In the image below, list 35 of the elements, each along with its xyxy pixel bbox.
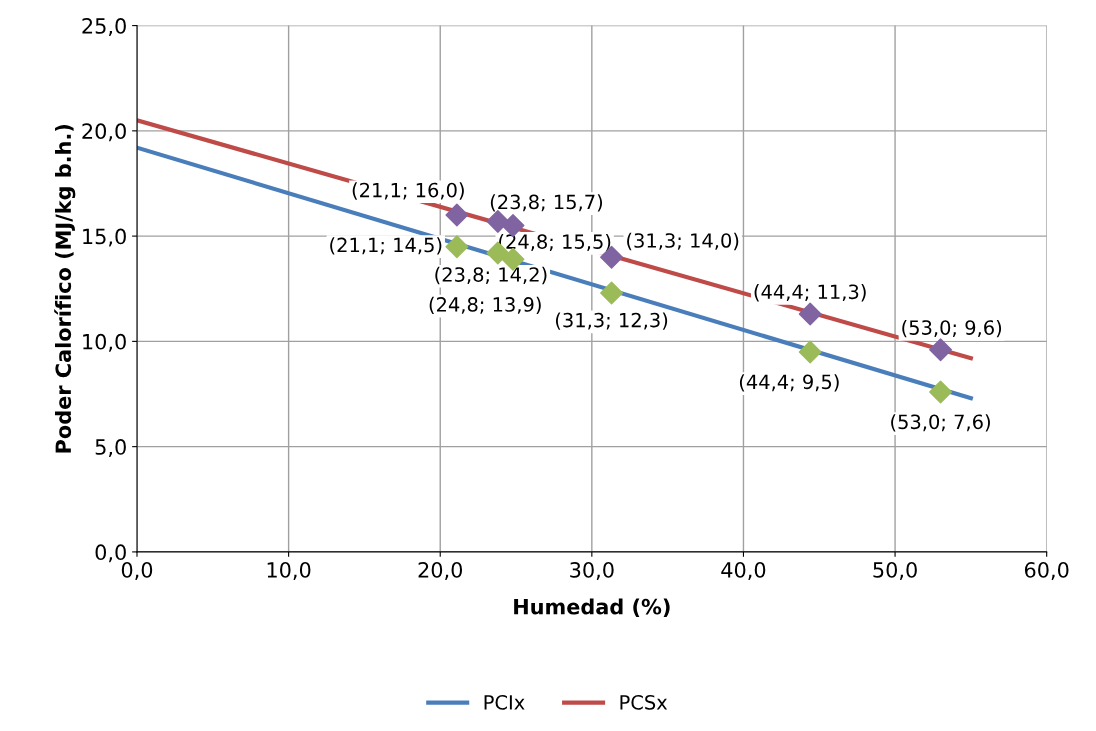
y-tick-label: 15,0 — [83, 228, 126, 247]
point — [929, 338, 953, 362]
point — [445, 235, 469, 259]
point — [600, 281, 624, 305]
x-tick-label: 0,0 — [121, 562, 153, 580]
y-tick-label: 20,0 — [82, 123, 126, 142]
y-tick-label: 25,0 — [82, 18, 126, 36]
y-axis-title: Poder Calorífico (MJ/kg b.h.) — [54, 124, 76, 453]
data-label: (31,3; 14,0) — [627, 232, 739, 251]
x-axis-title: Humedad (%) — [514, 598, 670, 618]
x-tick-label: 30,0 — [570, 562, 614, 580]
data-label: (44,4; 9,5) — [739, 374, 839, 392]
data-label: (23,8; 15,7) — [490, 194, 603, 212]
point — [798, 302, 822, 326]
y-tick-label: 5,0 — [95, 439, 126, 457]
legend-label: PCIx — [484, 695, 525, 710]
legend-label: PCSx — [620, 695, 668, 710]
data-label: (53,0; 9,6) — [902, 319, 1002, 338]
x-tick-label: 60,0 — [1024, 562, 1069, 580]
data-label: (53,0; 7,6) — [891, 414, 990, 432]
data-label: (23,8; 14,2) — [435, 266, 547, 285]
point — [798, 340, 822, 364]
data-label: (24,8; 13,9) — [429, 296, 541, 315]
data-label: (21,1; 16,0) — [352, 182, 464, 200]
point — [445, 203, 469, 227]
data-label: (31,3; 12,3) — [555, 312, 668, 330]
x-tick-label: 50,0 — [873, 562, 917, 580]
x-tick-label: 40,0 — [721, 562, 766, 580]
x-tick-label: 10,0 — [267, 562, 311, 580]
data-label: (21,1; 14,5) — [330, 237, 442, 255]
y-tick-label: 0,0 — [95, 544, 126, 563]
data-label: (44,4; 11,3) — [754, 284, 866, 302]
y-tick-label: 10,0 — [83, 333, 126, 352]
x-tick-label: 20,0 — [418, 562, 463, 580]
point — [929, 380, 953, 404]
